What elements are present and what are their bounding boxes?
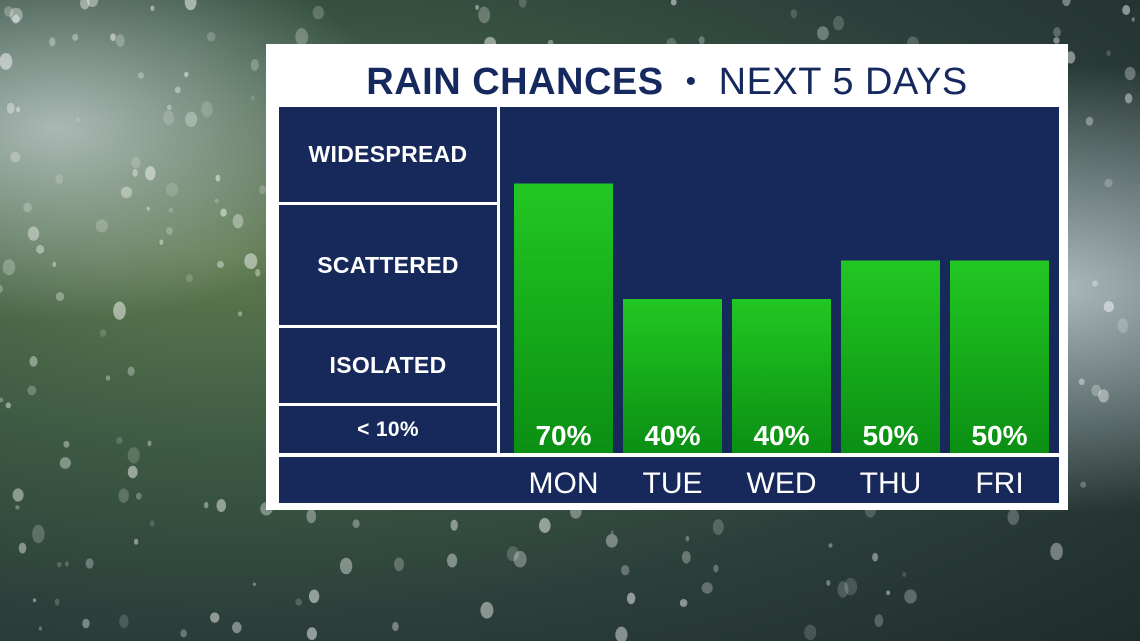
scale-scattered: SCATTERED (279, 205, 497, 325)
bar-value-label-thu: 50% (862, 420, 918, 451)
day-axis-svg: MON TUE WED THU FRI (529, 467, 1024, 500)
scale-widespread: WIDESPREAD (279, 107, 497, 202)
title-sub: NEXT 5 DAYS (718, 60, 968, 103)
bar-value-label-wed: 40% (753, 420, 809, 451)
bars-svg: 70% 40% 40% 50% 50% (514, 183, 1049, 453)
title-bullet: • (685, 65, 697, 98)
chart-title: RAIN CHANCES • NEXT 5 DAYS (266, 52, 1068, 112)
bar-value-label-mon: 70% (535, 420, 591, 451)
bar-tue (623, 299, 722, 453)
bar-thu (841, 260, 940, 453)
day-axis: MON TUE WED THU FRI (279, 457, 1059, 503)
bar-wed (732, 299, 831, 453)
plot-area: 70% 40% 40% 50% 50% (500, 107, 1059, 453)
day-label-wed: WED (747, 467, 817, 500)
bar-value-label-fri: 50% (971, 420, 1027, 451)
rain-chances-panel: RAIN CHANCES • NEXT 5 DAYS WIDESPREAD SC… (266, 44, 1068, 510)
bar-fri (950, 260, 1049, 453)
scale-isolated: ISOLATED (279, 328, 497, 403)
day-label-fri: FRI (975, 467, 1023, 500)
coverage-scale: WIDESPREAD SCATTERED ISOLATED < 10% (279, 107, 497, 453)
day-label-tue: TUE (643, 467, 703, 500)
title-main: RAIN CHANCES (366, 60, 664, 103)
day-label-mon: MON (529, 467, 599, 500)
scale-less-than-10: < 10% (279, 406, 497, 453)
day-label-thu: THU (860, 467, 922, 500)
bar-value-label-tue: 40% (644, 420, 700, 451)
bar-mon (514, 183, 613, 453)
